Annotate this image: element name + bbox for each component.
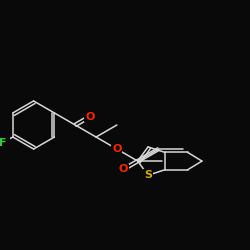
Text: F: F [0,138,6,148]
Text: S: S [144,170,152,180]
Text: O: O [85,112,94,122]
Text: O: O [118,164,128,174]
Text: O: O [112,144,122,154]
